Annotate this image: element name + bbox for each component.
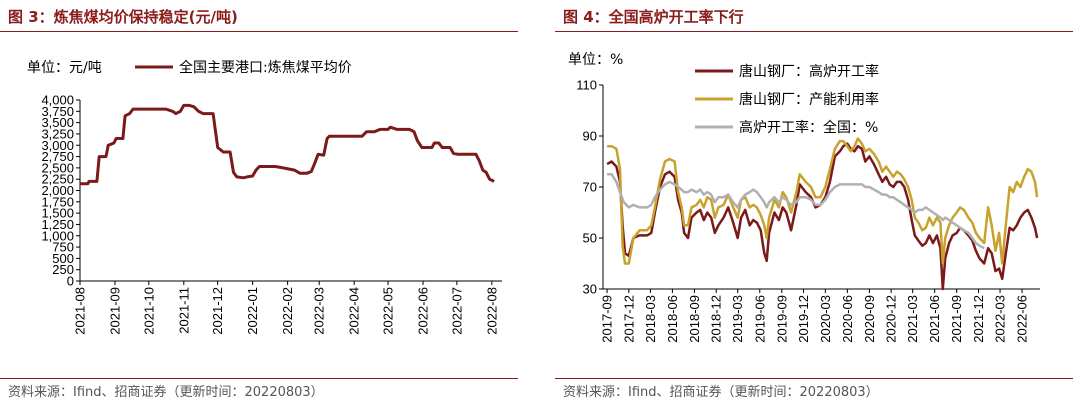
source-rule [0,378,518,379]
y-tick-label: 1,750 [41,194,74,209]
x-tick-label: 2020-06 [840,295,855,343]
chart-panel-coking-coal: 图 3：炼焦煤均价保持稳定(元/吨) 单位：元/吨 0 250 500 750 1,000… [0,0,520,408]
x-tick-label: 2021-09 [949,295,964,343]
x-tick-label: 2019-12 [796,295,811,343]
x-tick-label: 2020-12 [884,295,899,343]
chart-panel-blast-furnace: 图 4：全国高炉开工率下行 单位：% 30 50 70 90 110 2017-09 2017… [555,0,1075,408]
y-tick-label: 30 [583,282,597,297]
y-tick-label: 3,750 [41,104,74,119]
y-tick-label: 0 [67,274,74,289]
x-tick-label: 2019-06 [752,295,767,343]
y-tick-label: 1,500 [41,206,74,221]
x-tick-label: 2022-06 [416,287,431,335]
x-tick-label: 2017-12 [621,295,636,343]
unit-label: 单位：元/吨 [27,60,102,76]
series-line-2 [607,173,985,250]
chart-2-svg: 单位：% 30 50 70 90 110 2017-09 2017-12 2018-03 2018… [568,52,1040,343]
y-tick-label: 4,000 [41,93,74,108]
chart-source: 资料来源：Ifind、招商证券（更新时间：20220803） [8,385,324,400]
chart-title: 图 4：全国高炉开工率下行 [563,8,744,26]
x-tick-label: 2021-11 [176,287,191,334]
x-tick-label: 2022-08 [484,287,499,335]
chart-source: 资料来源：Ifind、招商证券（更新时间：20220803） [563,385,879,400]
chart-title: 图 3：炼焦煤均价保持稳定(元/吨) [8,8,238,26]
y-tick-label: 3,000 [41,138,74,153]
x-tick-label: 2022-03 [993,295,1008,343]
x-tick-label: 2019-03 [730,295,745,343]
legend-label: 高炉开工率：全国：% [739,119,878,136]
x-tick-label: 2020-03 [818,295,833,343]
legend-label: 唐山钢厂：产能利用率 [739,91,879,108]
series-line-1 [607,137,1039,265]
x-tick-label: 2019-09 [774,295,789,343]
x-tick-label: 2020-09 [862,295,877,343]
series-line-0 [80,103,495,186]
x-tick-label: 2018-12 [709,295,724,343]
x-tick-label: 2022-07 [449,287,464,335]
x-tick-label: 2022-02 [280,287,295,335]
x-tick-label: 2018-06 [665,295,680,343]
x-tick-label: 2021-03 [905,295,920,343]
legend-label: 全国主要港口:炼焦煤平均价 [179,59,352,76]
x-tick-label: 2022-05 [381,287,396,335]
y-tick-label: 50 [583,231,597,246]
series-line-0 [606,142,1039,291]
y-tick-label: 2,750 [41,149,74,164]
x-tick-label: 2021-09 [107,287,122,335]
y-tick-label: 1,000 [41,228,74,243]
y-tick-label: 1,250 [41,217,74,232]
x-tick-label: 2021-08 [73,287,88,335]
title-rule [0,31,518,32]
title-rule [555,31,1073,32]
x-tick-label: 2021-12 [210,287,225,335]
y-tick-label: 90 [583,129,597,144]
x-tick-label: 2022-06 [1015,295,1030,343]
x-tick-label: 2021-12 [971,295,986,343]
y-tick-label: 2,000 [41,183,74,198]
y-tick-label: 110 [576,78,597,93]
y-tick-label: 750 [52,240,74,255]
x-tick-label: 2022-01 [245,287,260,335]
y-tick-label: 70 [583,180,597,195]
chart-1-svg: 单位：元/吨 02505007501,0001,2501,5001,7502,00… [27,59,502,335]
x-tick-label: 2018-03 [643,295,658,343]
y-tick-label: 3,500 [41,115,74,130]
x-tick-label: 2022-03 [312,287,327,335]
y-tick-label: 250 [52,262,74,277]
source-rule [555,378,1073,379]
y-tick-label: 2,500 [41,160,74,175]
x-tick-label: 2021-10 [141,287,156,335]
y-tick-label: 3,250 [41,126,74,141]
x-tick-label: 2022-04 [347,287,362,335]
x-tick-label: 2021-06 [927,295,942,343]
y-tick-label: 2,250 [41,172,74,187]
x-tick-label: 2018-09 [687,295,702,343]
legend-label: 唐山钢厂：高炉开工率 [739,63,879,80]
y-tick-label: 500 [52,251,74,266]
unit-label: 单位：% [568,52,623,68]
x-tick-label: 2017-09 [600,295,615,343]
